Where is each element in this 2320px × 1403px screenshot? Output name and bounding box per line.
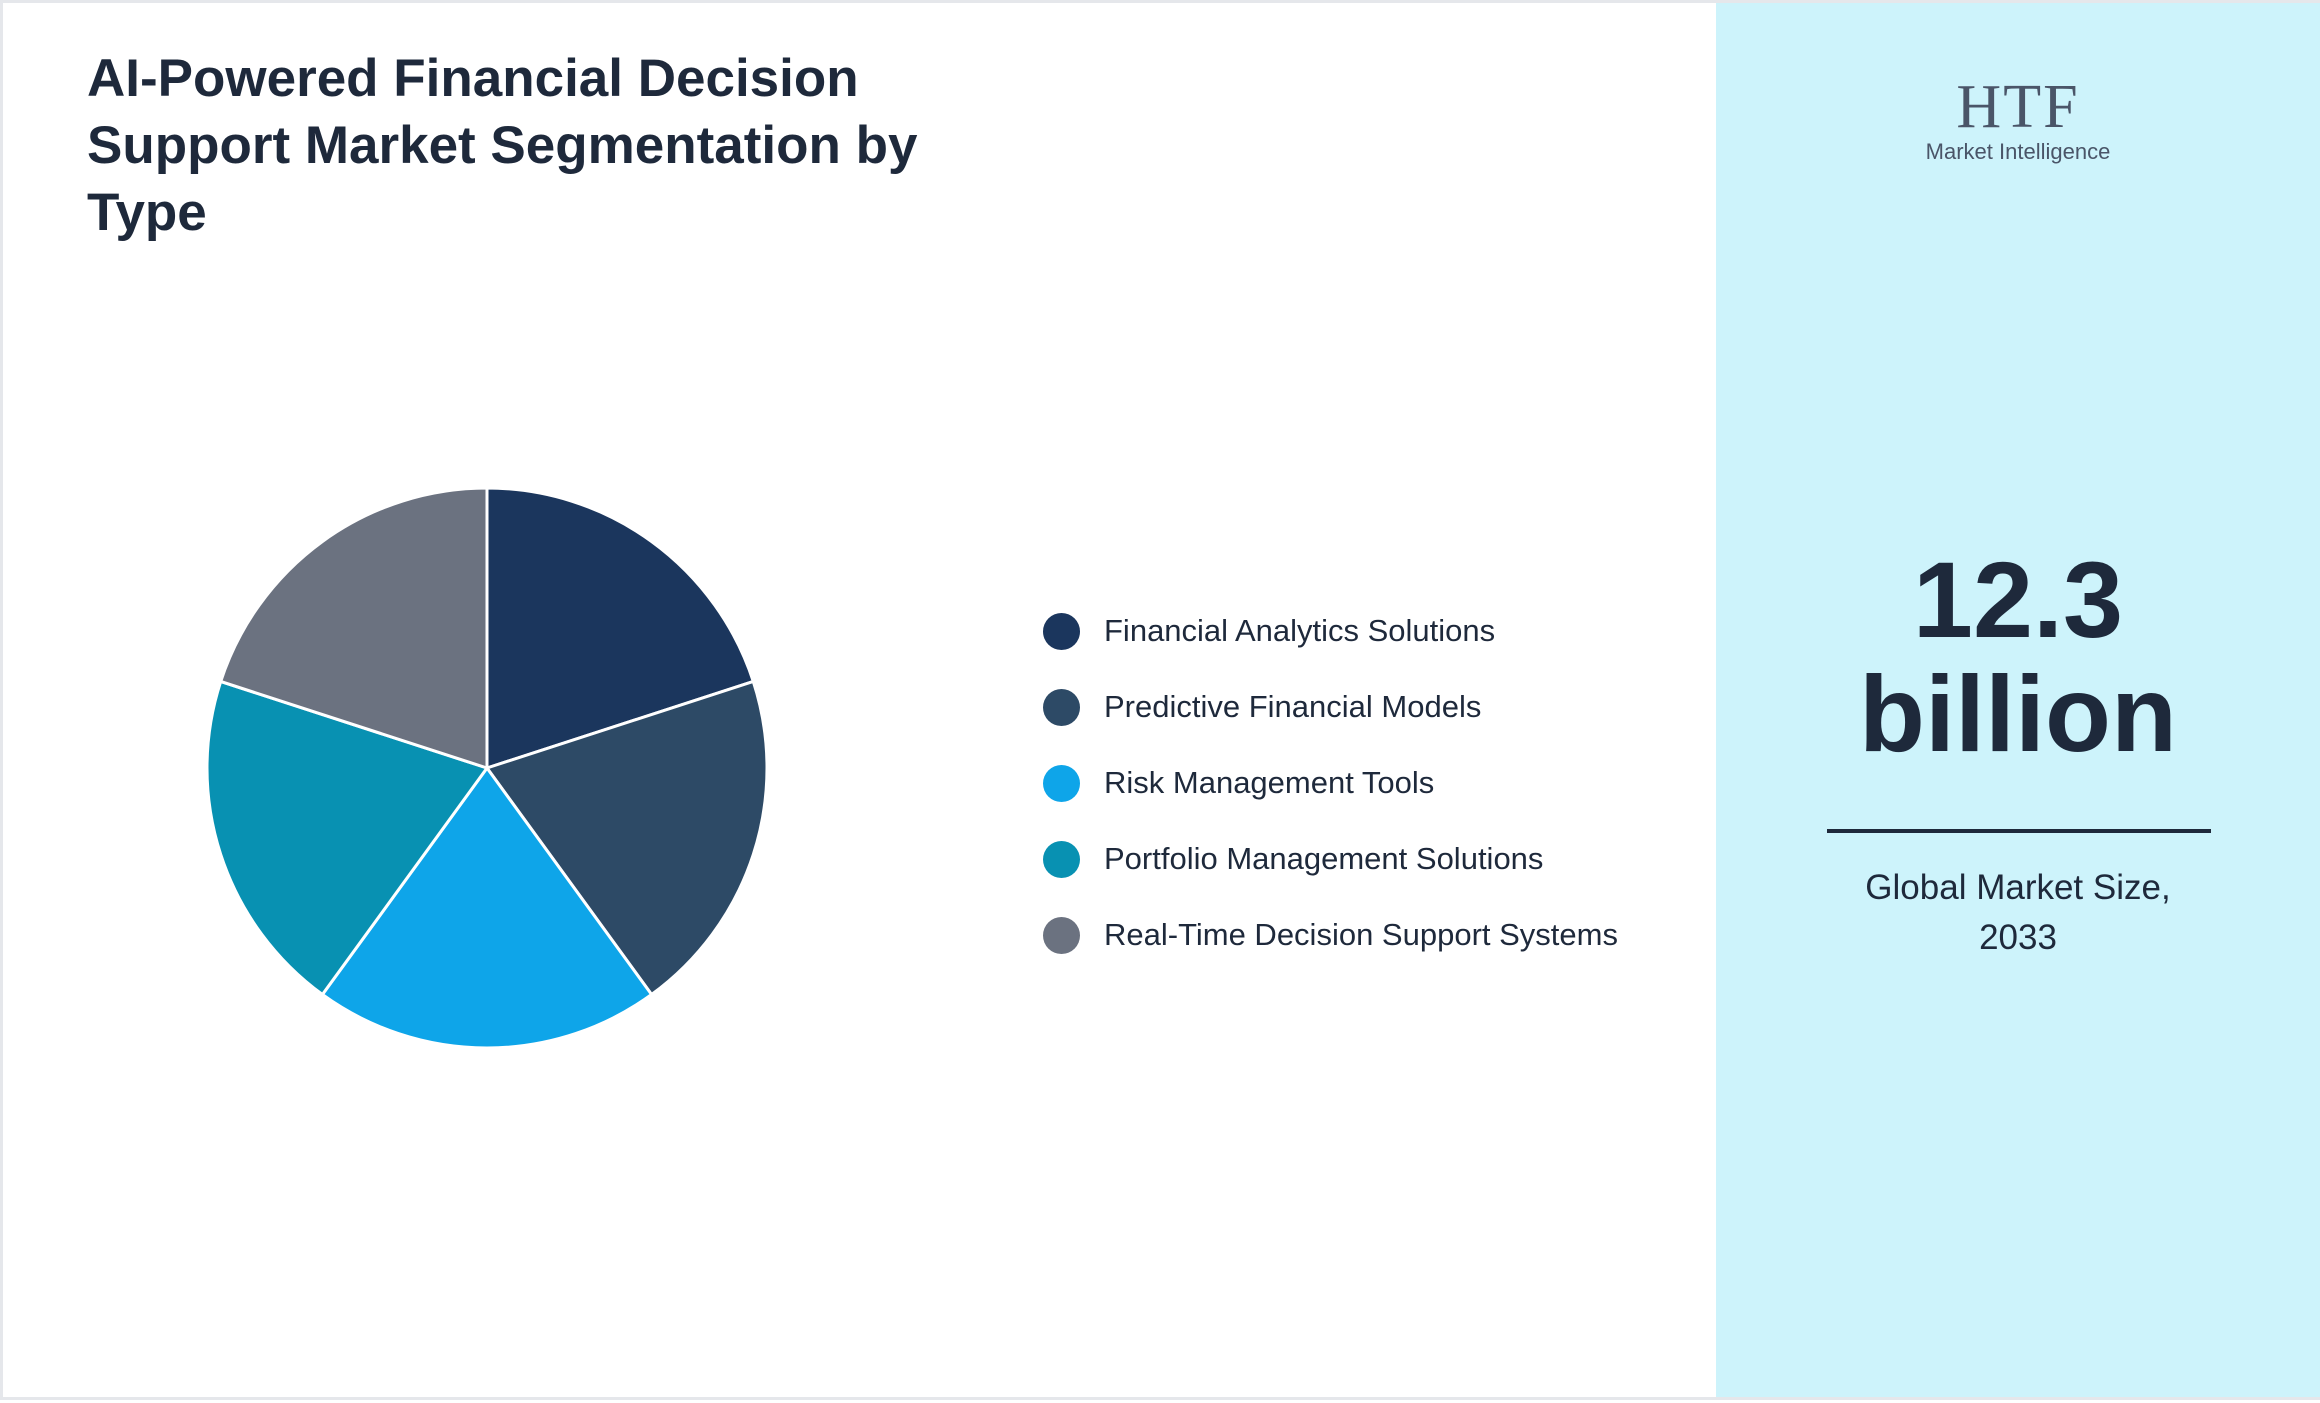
market-size-caption: Global Market Size, 2033: [1865, 868, 2171, 957]
legend-item: Real-Time Decision Support Systems: [1043, 897, 1618, 973]
legend: Financial Analytics Solutions Predictive …: [1043, 593, 1618, 973]
legend-item: Predictive Financial Models: [1043, 669, 1618, 745]
pie-chart: [205, 486, 769, 1050]
legend-swatch: [1043, 840, 1080, 878]
pie-slice: [320, 765, 654, 1050]
pie-slice: [218, 486, 489, 771]
logo-mark: HTF: [1956, 73, 2080, 141]
chart-title: AI-Powered Financial Decision Support Ma…: [87, 49, 918, 242]
legend-label: Financial Analytics Solutions: [1104, 613, 1496, 648]
legend-swatch: [1043, 612, 1080, 650]
pie-slice: [205, 679, 490, 997]
legend-label: Portfolio Management Solutions: [1104, 841, 1544, 876]
market-size: 12.3 billion: [1859, 539, 2177, 774]
legend-label: Risk Management Tools: [1104, 765, 1435, 800]
side-panel: HTF Market Intelligence 12.3 billion Glo…: [1716, 3, 2320, 1397]
legend-swatch: [1043, 688, 1080, 726]
legend-item: Financial Analytics Solutions: [1043, 593, 1618, 669]
pie-slice: [484, 679, 769, 997]
legend-item: Risk Management Tools: [1043, 745, 1618, 821]
logo: HTF Market Intelligence: [1716, 75, 2320, 165]
logo-text: Market Intelligence: [1925, 139, 2111, 164]
legend-swatch: [1043, 764, 1080, 802]
legend-label: Real-Time Decision Support Systems: [1104, 917, 1618, 952]
legend-item: Portfolio Management Solutions: [1043, 821, 1618, 897]
pie-slice: [485, 486, 756, 771]
divider: [1827, 829, 2211, 833]
legend-label: Predictive Financial Models: [1104, 689, 1482, 724]
legend-swatch: [1043, 916, 1080, 954]
